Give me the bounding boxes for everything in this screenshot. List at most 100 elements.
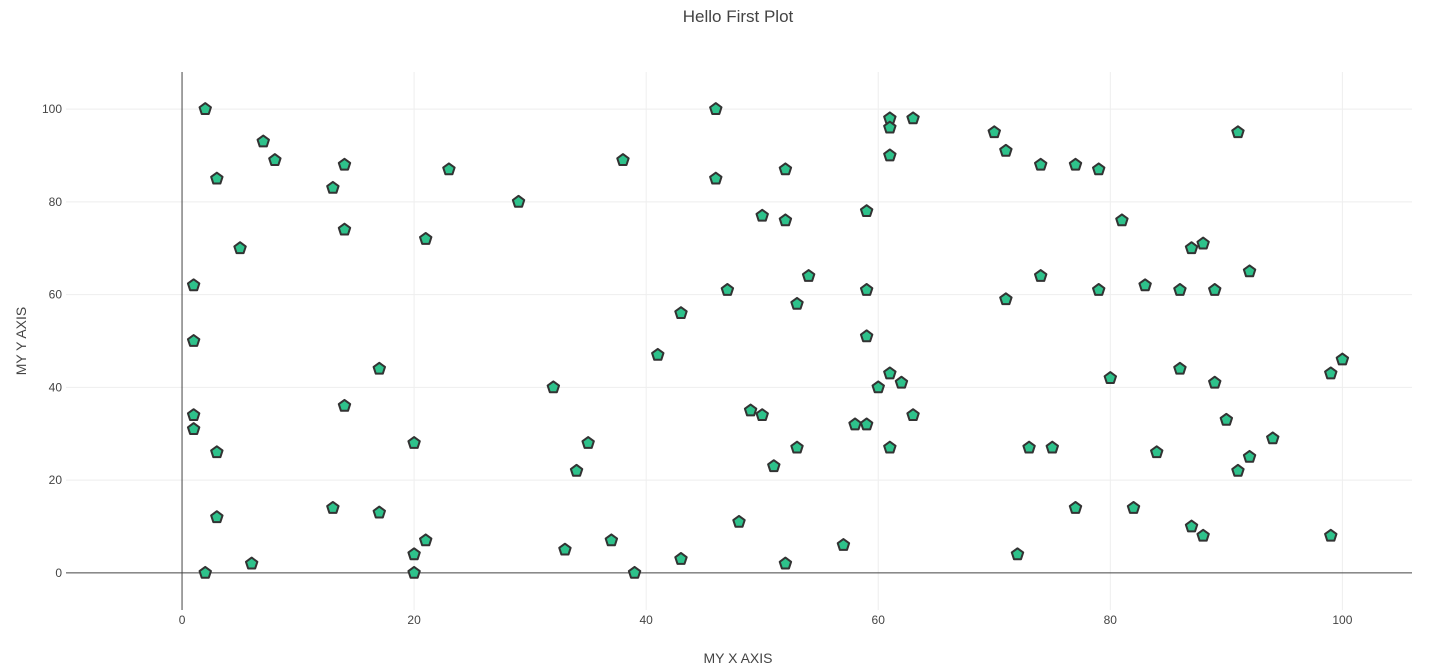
data-point[interactable]: [627, 565, 642, 579]
data-point[interactable]: [1092, 162, 1106, 176]
data-point[interactable]: [198, 102, 212, 115]
data-point[interactable]: [186, 334, 201, 347]
data-point[interactable]: [419, 231, 433, 245]
data-point[interactable]: [372, 361, 386, 375]
data-point[interactable]: [372, 505, 386, 519]
data-point[interactable]: [1196, 236, 1210, 250]
data-point[interactable]: [233, 241, 247, 255]
data-point[interactable]: [407, 547, 421, 561]
data-point[interactable]: [1068, 157, 1083, 171]
data-point[interactable]: [894, 375, 909, 389]
data-point[interactable]: [569, 463, 584, 477]
data-point[interactable]: [604, 533, 619, 547]
data-point[interactable]: [906, 111, 920, 125]
data-point[interactable]: [1231, 125, 1245, 139]
data-point[interactable]: [743, 403, 758, 417]
data-point[interactable]: [859, 329, 874, 343]
data-point[interactable]: [883, 148, 897, 162]
data-point[interactable]: [720, 282, 735, 296]
data-point[interactable]: [1173, 361, 1187, 375]
data-point[interactable]: [407, 436, 421, 449]
data-point[interactable]: [859, 204, 874, 217]
data-point[interactable]: [651, 347, 665, 361]
data-point[interactable]: [1103, 371, 1118, 384]
data-point[interactable]: [1068, 500, 1083, 514]
data-point[interactable]: [326, 180, 340, 194]
data-point[interactable]: [1231, 463, 1245, 477]
data-point[interactable]: [1324, 366, 1338, 380]
data-point[interactable]: [1126, 500, 1141, 514]
data-point[interactable]: [767, 459, 781, 473]
data-point[interactable]: [790, 440, 804, 454]
data-point[interactable]: [546, 380, 561, 394]
data-point[interactable]: [337, 222, 352, 236]
data-point[interactable]: [419, 533, 433, 547]
data-point[interactable]: [511, 194, 526, 208]
data-point[interactable]: [801, 269, 816, 282]
data-point[interactable]: [198, 565, 212, 579]
data-point[interactable]: [268, 153, 282, 166]
data-point[interactable]: [616, 153, 630, 166]
data-point[interactable]: [1033, 269, 1048, 282]
data-point[interactable]: [674, 306, 688, 320]
data-point[interactable]: [755, 408, 769, 422]
data-point[interactable]: [778, 556, 793, 570]
data-point[interactable]: [732, 514, 746, 528]
data-point[interactable]: [326, 500, 340, 514]
data-point[interactable]: [1184, 519, 1199, 533]
data-point[interactable]: [1173, 282, 1187, 296]
data-point[interactable]: [859, 282, 874, 296]
data-point[interactable]: [1196, 528, 1210, 542]
data-point[interactable]: [883, 120, 897, 134]
data-point[interactable]: [1208, 282, 1222, 296]
data-point[interactable]: [1266, 431, 1280, 445]
data-point[interactable]: [186, 408, 201, 422]
data-point[interactable]: [1045, 440, 1059, 454]
data-point[interactable]: [186, 278, 201, 292]
data-point[interactable]: [558, 542, 572, 556]
data-point[interactable]: [848, 417, 862, 431]
data-point[interactable]: [999, 292, 1013, 306]
data-point[interactable]: [987, 125, 1001, 139]
data-point[interactable]: [1138, 278, 1152, 292]
data-point[interactable]: [581, 436, 595, 449]
data-point[interactable]: [1242, 264, 1257, 278]
data-point[interactable]: [244, 556, 259, 570]
data-point[interactable]: [337, 398, 352, 412]
data-point[interactable]: [1150, 445, 1164, 459]
data-point[interactable]: [1219, 412, 1234, 426]
data-point[interactable]: [1208, 375, 1222, 389]
data-point[interactable]: [1324, 528, 1338, 542]
data-point[interactable]: [186, 422, 201, 435]
data-point[interactable]: [871, 380, 885, 394]
data-point[interactable]: [999, 143, 1013, 157]
data-point[interactable]: [210, 445, 224, 459]
data-point[interactable]: [1092, 282, 1106, 296]
data-point[interactable]: [709, 102, 723, 115]
data-point[interactable]: [778, 213, 793, 227]
data-point[interactable]: [883, 440, 897, 454]
data-point[interactable]: [906, 408, 920, 422]
data-point[interactable]: [407, 565, 421, 579]
data-point[interactable]: [790, 296, 804, 310]
data-point[interactable]: [836, 538, 851, 551]
data-point[interactable]: [256, 134, 270, 148]
data-point[interactable]: [674, 551, 688, 565]
data-point[interactable]: [1335, 352, 1350, 366]
data-point[interactable]: [709, 171, 723, 185]
data-point[interactable]: [883, 366, 897, 380]
data-point[interactable]: [1242, 449, 1257, 463]
data-point[interactable]: [1184, 241, 1199, 255]
data-point[interactable]: [1115, 213, 1129, 227]
data-point[interactable]: [1033, 157, 1048, 171]
data-point[interactable]: [1022, 440, 1036, 454]
data-point[interactable]: [778, 162, 793, 176]
data-point[interactable]: [442, 162, 456, 176]
data-point[interactable]: [755, 208, 769, 222]
data-point[interactable]: [337, 157, 352, 171]
data-point[interactable]: [210, 510, 224, 524]
data-point[interactable]: [210, 171, 224, 185]
data-point[interactable]: [859, 417, 874, 431]
x-tick-label: 80: [1104, 613, 1118, 627]
data-point[interactable]: [1010, 547, 1025, 561]
